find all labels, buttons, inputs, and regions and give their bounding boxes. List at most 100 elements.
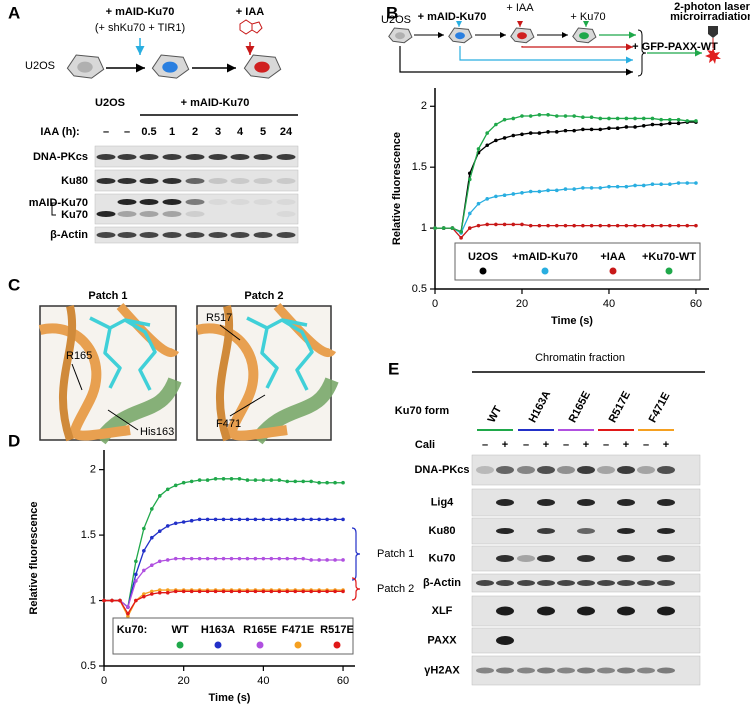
data-point (157, 494, 162, 498)
data-point (537, 223, 542, 228)
data-point (694, 119, 698, 123)
leader (107, 409, 139, 431)
band (617, 606, 635, 616)
header: Chromatin fraction (535, 352, 625, 364)
y-tick-label: 2 (90, 464, 96, 476)
data-point (676, 223, 681, 228)
lane-label: 2 (192, 126, 198, 138)
cali-label: – (603, 439, 609, 451)
data-point (301, 589, 306, 594)
data-point (325, 589, 329, 594)
cali-label: – (643, 439, 649, 451)
data-point (221, 556, 226, 561)
data-point (546, 130, 550, 134)
band (617, 555, 635, 562)
data-point (181, 520, 186, 524)
legend-label: F471E (282, 624, 314, 636)
laser-icon (708, 26, 718, 38)
band (496, 580, 514, 586)
data-point (633, 183, 637, 188)
legend-marker (479, 267, 487, 275)
data-point (502, 136, 507, 140)
data-point (537, 189, 542, 194)
x-tick-label: 40 (257, 675, 269, 687)
data-point (181, 589, 186, 594)
data-point (589, 186, 594, 190)
data-point (581, 127, 585, 132)
band (657, 667, 675, 674)
data-point (301, 479, 306, 484)
y-tick-label: 1.5 (412, 161, 427, 173)
data-point (205, 478, 210, 482)
x-tick-label: 0 (101, 675, 107, 687)
data-point (293, 589, 298, 594)
band (496, 636, 514, 645)
data-point (333, 589, 337, 594)
data-point (325, 480, 329, 485)
band (253, 178, 273, 184)
treatment-label: + IAA (506, 2, 534, 14)
data-point (694, 223, 698, 228)
data-point (659, 117, 663, 122)
band (537, 667, 555, 674)
cali-label: + (663, 439, 669, 451)
band (637, 466, 655, 474)
residue-label: F471 (216, 418, 241, 430)
band (162, 199, 182, 205)
ligand (89, 316, 157, 391)
data-point (134, 559, 138, 564)
data-point (520, 222, 524, 227)
data-point (134, 579, 138, 583)
data-point (633, 223, 637, 228)
data-point (221, 517, 226, 522)
x-tick-label: 60 (337, 675, 349, 687)
series-line (104, 589, 344, 618)
row-label: mAID-Ku70 (29, 197, 88, 209)
data-point (572, 187, 576, 191)
band (96, 154, 116, 160)
data-point (659, 223, 663, 228)
x-tick-label: 60 (690, 298, 702, 310)
data-point (253, 517, 258, 522)
data-point (134, 572, 138, 577)
cali-label: + (543, 439, 549, 451)
data-point (476, 201, 481, 206)
data-point (189, 589, 194, 594)
treatment-note: (+ shKu70 + TIR1) (95, 22, 185, 34)
data-point (572, 128, 576, 133)
band (537, 555, 555, 562)
row-label: β-Actin (50, 229, 88, 241)
lane-label: 0.5 (141, 126, 156, 138)
data-point (285, 479, 290, 484)
row-label: Ku70 form (395, 405, 450, 417)
data-point (668, 117, 672, 122)
cell-line: U2OS (381, 14, 411, 26)
data-point (485, 143, 489, 148)
data-point (285, 556, 290, 561)
band (657, 606, 675, 616)
data-point (450, 226, 455, 230)
band (208, 199, 228, 205)
series-line (104, 518, 344, 609)
data-point (563, 187, 568, 191)
series-line (104, 590, 344, 615)
ligand (246, 316, 314, 391)
legend-marker (256, 641, 264, 649)
data-point (511, 192, 516, 196)
data-point (615, 223, 620, 228)
data-point (253, 478, 258, 482)
row-label: PAXX (427, 634, 457, 646)
data-point (309, 558, 313, 562)
data-point (650, 116, 655, 121)
data-point (181, 556, 186, 561)
nucleus (455, 32, 465, 40)
data-point (668, 182, 672, 187)
data-point (333, 480, 337, 485)
data-point (237, 477, 242, 481)
band (276, 211, 296, 217)
panel-letter: D (8, 431, 20, 450)
annotation: Patch 2 (377, 583, 414, 595)
legend-box (112, 617, 354, 655)
data-point (173, 556, 178, 561)
band (517, 667, 535, 674)
